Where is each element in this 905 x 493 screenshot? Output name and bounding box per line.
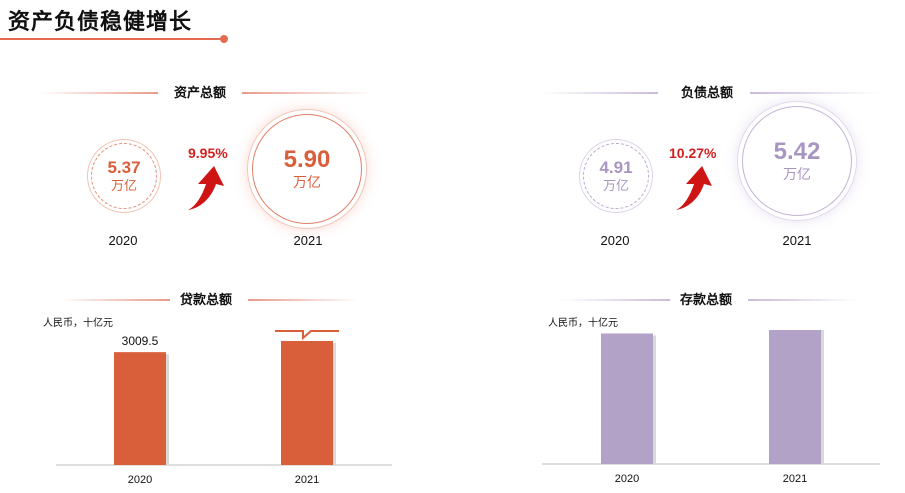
loans-title-line-left (60, 299, 170, 301)
liabilities-section-title: 负债总额 (680, 85, 733, 100)
loans-bar-2020 (114, 352, 166, 465)
assets-growth-arrow-icon (188, 166, 224, 210)
loans-growth-callout (275, 330, 339, 341)
deposits-title-line-right (748, 299, 858, 301)
loans-bar-2021 (281, 340, 333, 465)
assets-2020-circle: 5.37 万亿 (91, 143, 157, 209)
assets-title-line-right (242, 92, 372, 94)
liabilities-2021-year: 2021 (782, 233, 812, 248)
deposits-xtick-2021: 2021 (783, 473, 807, 485)
loans-value-label-2020: 3009.5 (122, 334, 159, 348)
loans-xtick-2020: 2020 (128, 474, 152, 486)
liabilities-growth-arrow-icon (676, 166, 712, 210)
assets-2021-circle: 5.90 万亿 (252, 114, 362, 224)
deposits-xtick-2020: 2020 (615, 473, 639, 485)
assets-2021-year: 2021 (293, 233, 323, 248)
assets-2021-unit: 万亿 (293, 173, 321, 190)
liabilities-title-line-right (750, 92, 880, 94)
liabilities-title-line-left (540, 92, 658, 94)
liabilities-2021-value: 5.42 (773, 138, 821, 166)
assets-2020-unit: 万亿 (110, 177, 137, 193)
page-title: 资产负债稳健增长 (8, 9, 193, 34)
loans-unit-label: 人民币，十亿元 (43, 318, 113, 329)
title-underline-dot (220, 35, 228, 43)
liabilities-2020-circle: 4.91 万亿 (583, 143, 649, 209)
loans-title-line-right (248, 299, 358, 301)
deposits-bar-chart: 20203480.620215.6%3675.7 (542, 330, 880, 485)
assets-2020-value: 5.37 (107, 157, 141, 177)
assets-title-line-left (40, 92, 158, 94)
liabilities-2020-unit: 万亿 (602, 177, 629, 193)
liabilities-2021-circle: 5.42 万亿 (742, 106, 852, 216)
liabilities-growth-label: 10.27% (669, 145, 717, 161)
deposits-bar-2021 (769, 330, 821, 464)
liabilities-2021-unit: 万亿 (783, 165, 811, 182)
deposits-section-title: 存款总额 (679, 292, 732, 307)
title-underline (0, 38, 222, 40)
liabilities-2020-value: 4.91 (599, 157, 633, 177)
liabilities-2020-year: 2020 (600, 233, 630, 248)
loans-section-title: 贷款总额 (179, 292, 232, 307)
deposits-unit-label: 人民币，十亿元 (548, 318, 618, 329)
deposits-bar-2020 (601, 333, 653, 464)
assets-growth-label: 9.95% (188, 145, 228, 161)
assets-2020-year: 2020 (108, 233, 138, 248)
deposits-title-line-left (560, 299, 670, 301)
assets-2021-value: 5.90 (283, 146, 331, 174)
assets-section-title: 资产总额 (173, 85, 226, 100)
loans-xtick-2021: 2021 (295, 474, 319, 486)
